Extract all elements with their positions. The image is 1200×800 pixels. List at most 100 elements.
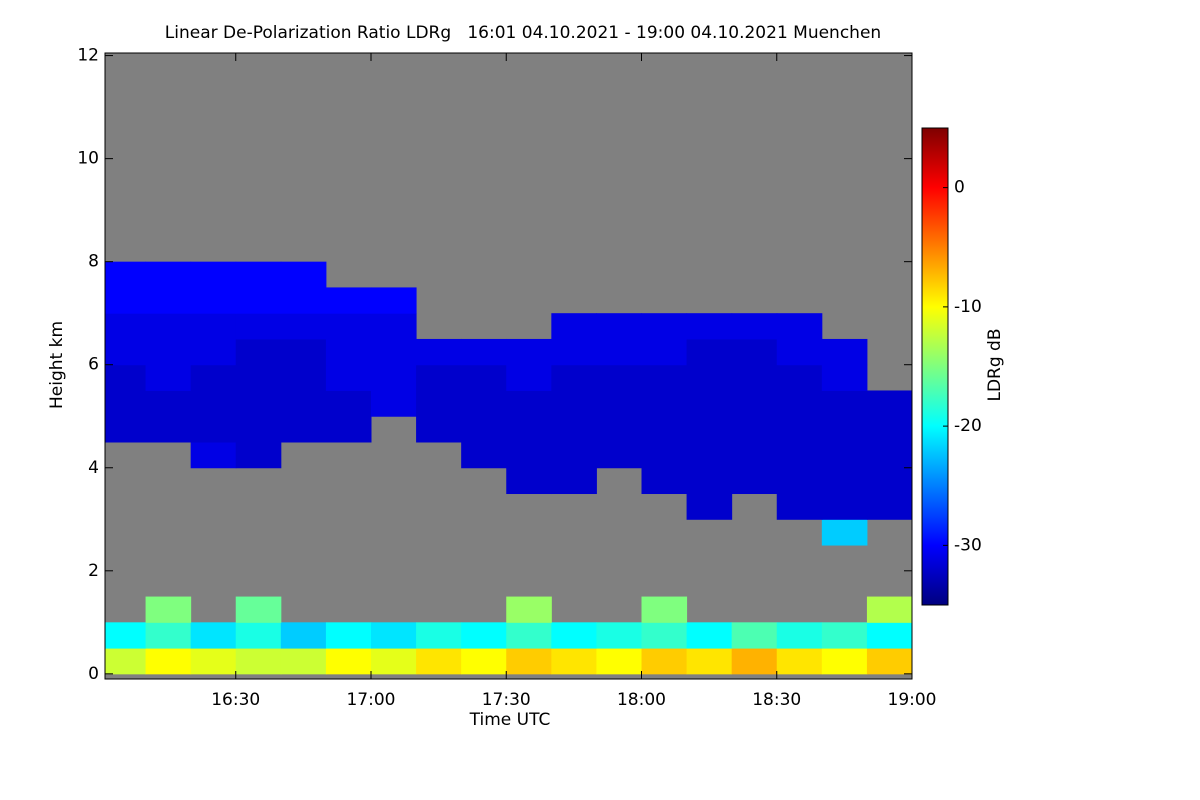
heatmap-cell bbox=[280, 338, 327, 366]
heatmap-cell bbox=[461, 364, 507, 391]
y-tick-label: 2 bbox=[88, 561, 99, 581]
colorbar-tick-label: -30 bbox=[954, 535, 982, 555]
heatmap-cell bbox=[235, 441, 282, 469]
heatmap-cell bbox=[416, 648, 462, 675]
heatmap-cell bbox=[280, 648, 327, 675]
x-tick-label: 19:00 bbox=[888, 690, 937, 710]
heatmap-cell bbox=[731, 648, 778, 675]
heatmap-cell bbox=[105, 261, 147, 288]
heatmap-cell bbox=[821, 648, 868, 675]
heatmap-cell bbox=[551, 338, 597, 366]
y-tick-label: 10 bbox=[77, 149, 99, 169]
heatmap-cell bbox=[821, 441, 868, 469]
heatmap-cell bbox=[325, 338, 372, 366]
heatmap-cell bbox=[776, 441, 823, 469]
heatmap-cell bbox=[866, 596, 912, 623]
x-axis-label: Time UTC bbox=[469, 710, 551, 730]
heatmap-cell bbox=[370, 364, 417, 391]
heatmap-cell bbox=[190, 622, 237, 649]
heatmap-cell bbox=[641, 313, 688, 340]
heatmap-cell bbox=[190, 390, 237, 417]
heatmap-cell bbox=[190, 338, 237, 366]
heatmap-cell bbox=[731, 441, 778, 469]
heatmap-cell bbox=[235, 338, 282, 366]
heatmap-cell bbox=[596, 313, 642, 340]
y-tick-label: 4 bbox=[88, 458, 99, 478]
heatmap-cell bbox=[686, 467, 733, 495]
heatmap-cell bbox=[866, 622, 912, 649]
heatmap-cell bbox=[235, 596, 282, 623]
heatmap-cell bbox=[145, 622, 192, 649]
heatmap-cell bbox=[641, 416, 688, 443]
heatmap-cell bbox=[190, 648, 237, 675]
heatmap-cell bbox=[461, 390, 507, 417]
heatmap-cell bbox=[370, 287, 417, 314]
heatmap-cell bbox=[416, 338, 462, 366]
plot-frame bbox=[104, 52, 913, 680]
heatmap-cell bbox=[551, 313, 597, 340]
heatmap-cell bbox=[731, 313, 778, 340]
heatmap-cell bbox=[105, 287, 147, 314]
heatmap-cell bbox=[370, 390, 417, 417]
heatmap-cell bbox=[641, 441, 688, 469]
heatmap-cell bbox=[145, 313, 192, 340]
heatmap-cell bbox=[325, 390, 372, 417]
heatmap-cell bbox=[145, 364, 192, 391]
heatmap-cell bbox=[325, 364, 372, 391]
heatmap-cell bbox=[776, 313, 823, 340]
heatmap-cell bbox=[145, 596, 192, 623]
heatmap-cell bbox=[641, 648, 688, 675]
heatmap-cell bbox=[551, 390, 597, 417]
heatmap-cell bbox=[190, 261, 237, 288]
heatmap-cell bbox=[280, 416, 327, 443]
heatmap-cell bbox=[280, 261, 327, 288]
heatmap-cell bbox=[190, 287, 237, 314]
heatmap-cell bbox=[190, 364, 237, 391]
heatmap-cell bbox=[686, 622, 733, 649]
colorbar-tick-label: -10 bbox=[954, 297, 982, 317]
colorbar-label: LDRg dB bbox=[985, 328, 1005, 401]
heatmap-cell bbox=[731, 364, 778, 391]
colorbar-tick-label: -20 bbox=[954, 416, 982, 436]
heatmap-cell bbox=[641, 467, 688, 495]
heatmap-cell bbox=[731, 467, 778, 495]
heatmap-cell bbox=[105, 648, 147, 675]
heatmap-cell bbox=[776, 390, 823, 417]
heatmap-cell bbox=[686, 416, 733, 443]
heatmap-cell bbox=[235, 648, 282, 675]
heatmap-cell bbox=[145, 416, 192, 443]
heatmap-cell bbox=[821, 338, 868, 366]
heatmap-cell bbox=[105, 390, 147, 417]
heatmap-cell bbox=[506, 416, 552, 443]
heatmap-cell bbox=[145, 390, 192, 417]
heatmap-cell bbox=[506, 467, 552, 495]
heatmap-cell bbox=[776, 493, 823, 520]
x-tick-label: 17:00 bbox=[346, 690, 395, 710]
heatmap-cell bbox=[776, 364, 823, 391]
heatmap-cell bbox=[551, 622, 597, 649]
heatmap-cell bbox=[686, 493, 733, 520]
y-axis-label: Height km bbox=[47, 321, 67, 409]
heatmap-cell bbox=[325, 313, 372, 340]
heatmap-cell bbox=[866, 441, 912, 469]
heatmap-cell bbox=[461, 416, 507, 443]
heatmap-cell bbox=[105, 622, 147, 649]
heatmap bbox=[105, 261, 912, 675]
heatmap-cell bbox=[325, 416, 372, 443]
heatmap-cell bbox=[596, 648, 642, 675]
colorbar bbox=[921, 127, 949, 606]
heatmap-cell bbox=[731, 622, 778, 649]
y-tick-label: 0 bbox=[88, 664, 99, 684]
heatmap-cell bbox=[776, 467, 823, 495]
heatmap-cell bbox=[145, 287, 192, 314]
heatmap-cell bbox=[105, 313, 147, 340]
heatmap-cell bbox=[370, 648, 417, 675]
heatmap-cell bbox=[235, 261, 282, 288]
heatmap-cell bbox=[416, 364, 462, 391]
heatmap-cell bbox=[506, 596, 552, 623]
heatmap-cell bbox=[821, 390, 868, 417]
heatmap-cell bbox=[866, 390, 912, 417]
heatmap-cell bbox=[866, 416, 912, 443]
heatmap-cell bbox=[596, 338, 642, 366]
